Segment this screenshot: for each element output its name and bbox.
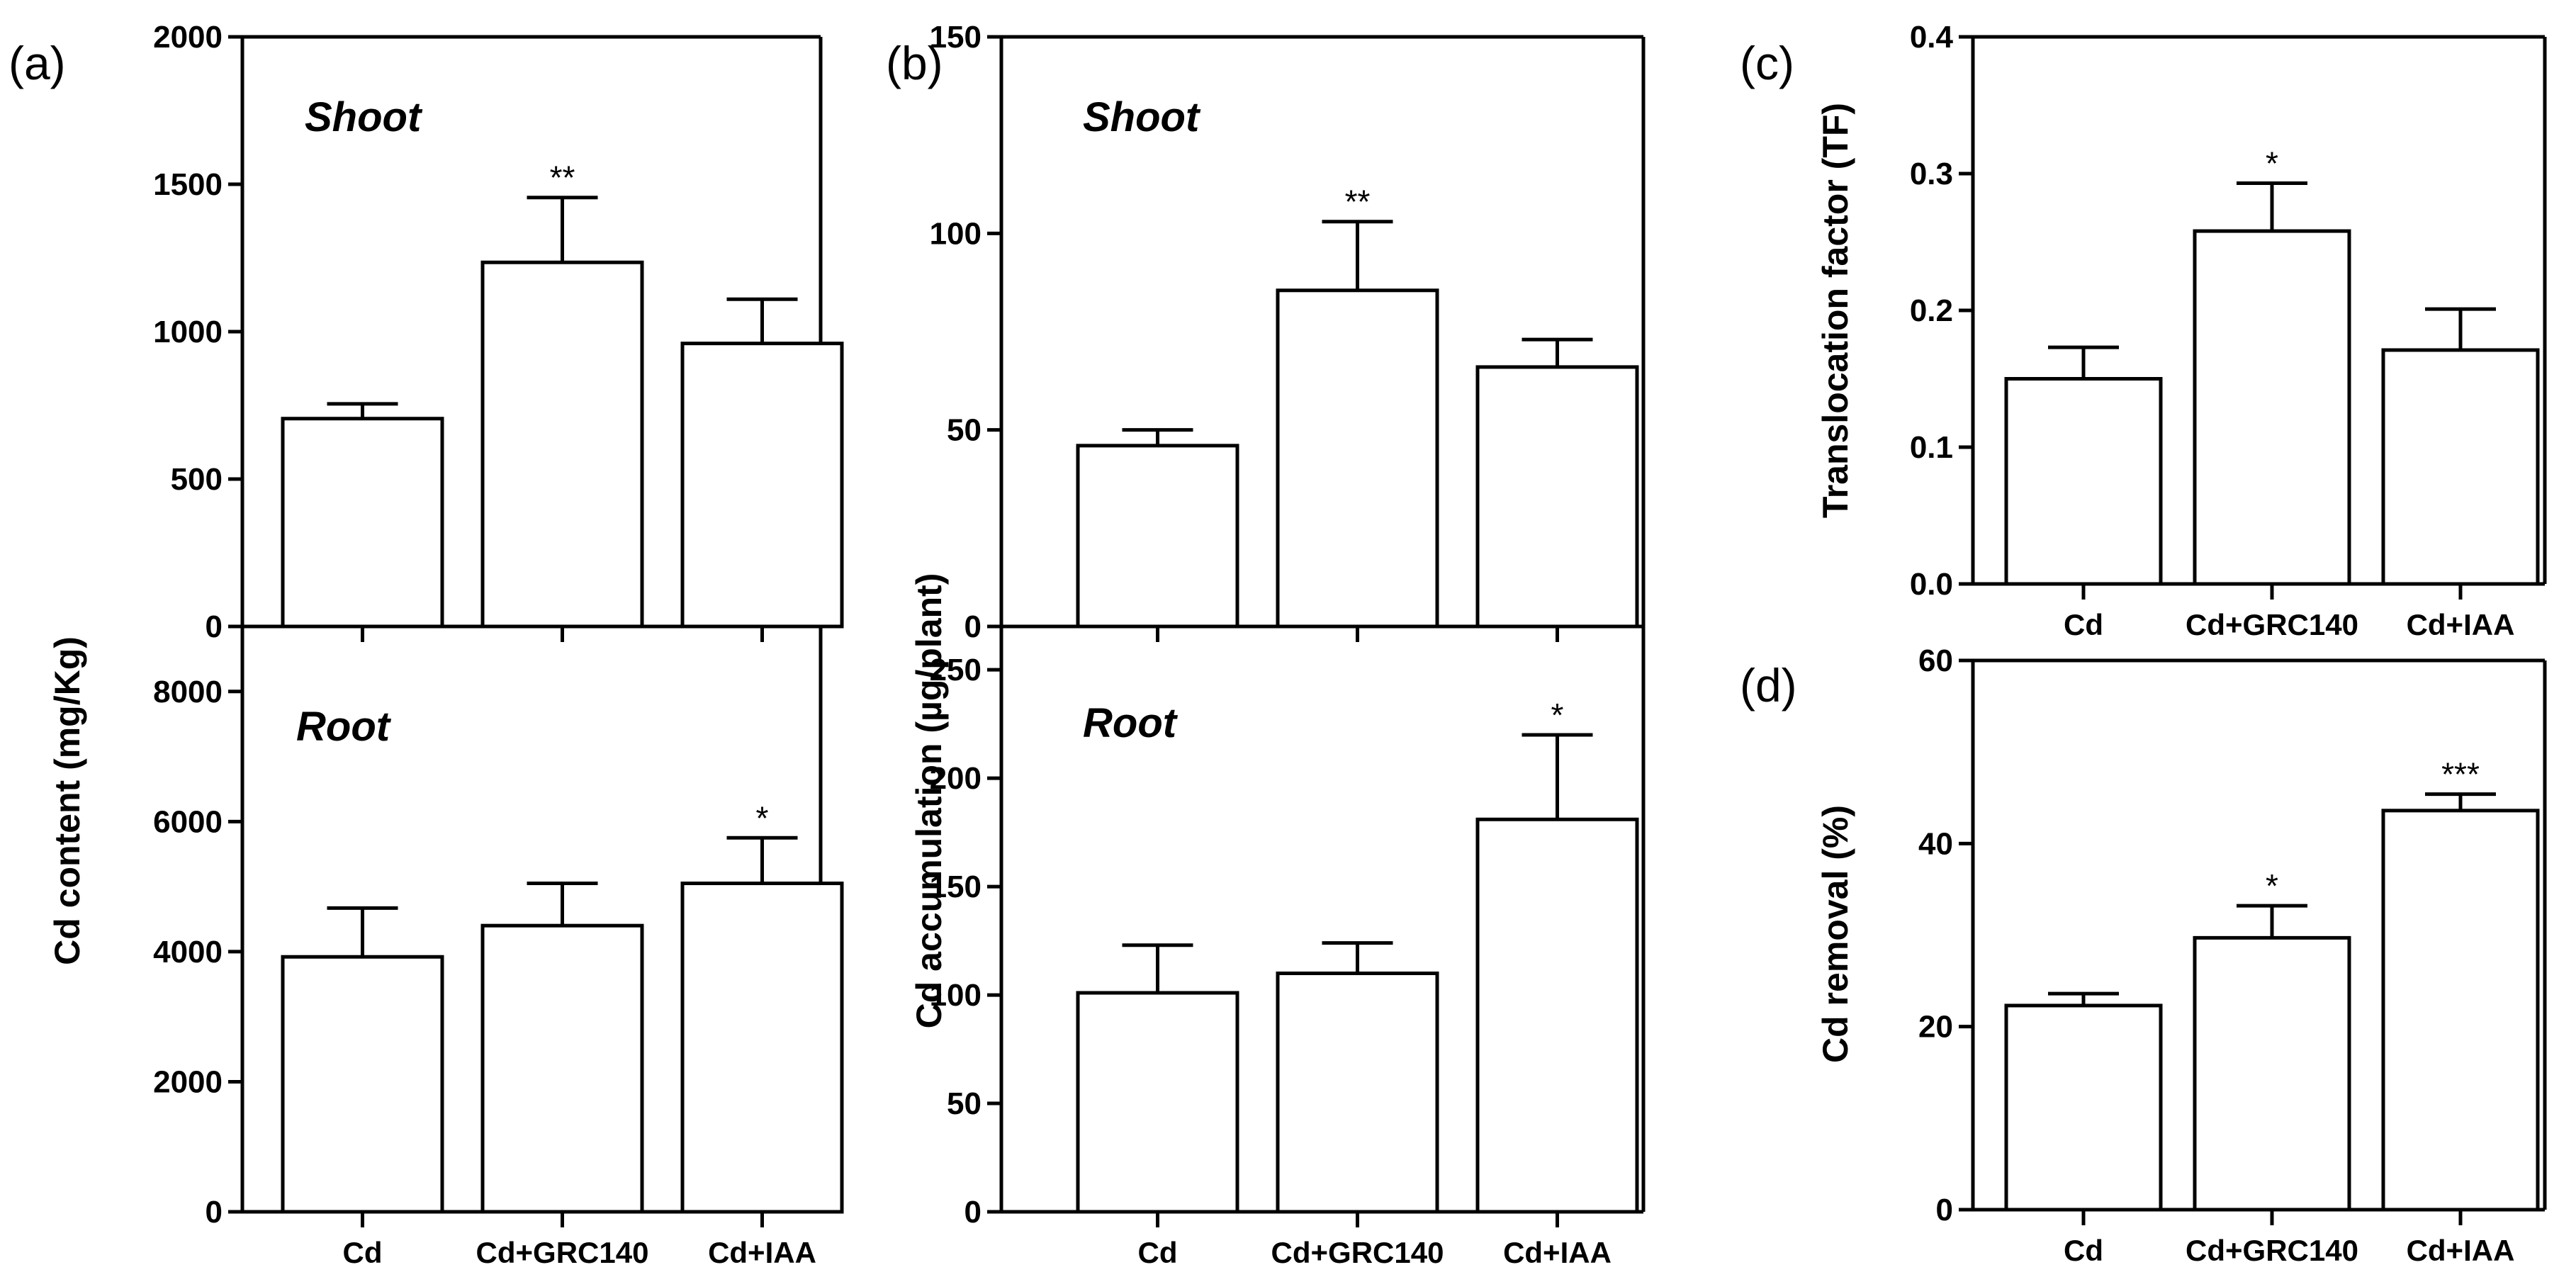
significance-marker: * <box>2266 867 2278 904</box>
y-tick-label: 50 <box>947 413 982 448</box>
y-tick-label: 2000 <box>153 1064 223 1099</box>
y-tick-label: 100 <box>930 978 982 1013</box>
y-tick-label: 0.3 <box>1910 157 1953 191</box>
y-axis-label: Cd removal (%) <box>1816 805 1855 1063</box>
y-tick-label: 20 <box>1918 1010 1953 1045</box>
y-tick-label: 150 <box>930 870 982 904</box>
y-tick-label: 0 <box>206 609 223 644</box>
panel-d: 0 20 40 60 Cd * Cd+GRC140 *** Cd+IAA (d) Cd remova… <box>1740 643 2547 1267</box>
x-tick-label: Cd+GRC140 <box>2186 608 2358 641</box>
y-tick-label: 0 <box>206 1195 223 1230</box>
y-axis-label: Cd accumulation (µg/plant) <box>909 573 949 1029</box>
x-tick-label: Cd <box>2064 1234 2103 1267</box>
panel-label: (a) <box>9 37 66 89</box>
panel-label: (d) <box>1740 659 1797 711</box>
y-tick-label: 1000 <box>153 315 223 349</box>
bar-Cd+IAA <box>2381 809 2540 1212</box>
bar-Cd <box>1076 444 1239 629</box>
bar-Cd+GRC140 <box>1276 971 1439 1214</box>
y-tick-label: 150 <box>930 20 982 55</box>
y-tick-label: 60 <box>1918 643 1953 678</box>
subplot-title: Root <box>1083 700 1179 746</box>
x-tick-label: Cd+IAA <box>708 1236 816 1269</box>
panel-a-shoot: 0 500 1000 1500 2000 ** Shoot (a) Cd content (mg… <box>9 20 844 965</box>
panel-label: (c) <box>1740 37 1794 89</box>
bar-Cd+IAA <box>1475 365 1639 629</box>
panel-a-root: 0 2000 4000 6000 8000 Cd Cd+GRC140 * Cd+IAA Root <box>153 626 844 1269</box>
bar-Cd+IAA <box>680 882 844 1214</box>
y-tick-label: 0 <box>964 609 982 644</box>
y-tick-label: 500 <box>171 462 223 497</box>
bar-Cd <box>2004 377 2163 586</box>
bar-Cd+IAA <box>1475 817 1639 1214</box>
y-tick-label: 200 <box>930 761 982 796</box>
bar-Cd <box>1076 991 1239 1214</box>
panel-b-shoot: 0 50 100 150 ** Shoot (b) Cd accumulation (µg/p… <box>886 20 1646 1029</box>
significance-marker: ** <box>1345 184 1371 220</box>
subplot-title: Shoot <box>305 94 423 140</box>
panel-c: 0.0 0.1 0.2 0.3 0.4 Cd * Cd+GRC140 Cd+IAA (c) Tran… <box>1740 20 2547 641</box>
x-tick-label: Cd+IAA <box>2407 1234 2515 1267</box>
y-tick-label: 1500 <box>153 167 223 202</box>
y-tick-label: 4000 <box>153 935 223 969</box>
y-tick-label: 50 <box>947 1086 982 1121</box>
y-tick-label: 0.2 <box>1910 293 1953 328</box>
x-tick-label: Cd+GRC140 <box>1271 1236 1444 1269</box>
significance-marker: * <box>2266 145 2278 182</box>
significance-marker: *** <box>2441 756 2480 793</box>
bar-Cd+GRC140 <box>480 923 644 1214</box>
y-axis-label: Cd content (mg/Kg) <box>47 636 87 965</box>
significance-marker: ** <box>550 159 575 196</box>
y-tick-label: 40 <box>1918 826 1953 861</box>
significance-marker: * <box>756 799 769 836</box>
subplot-title: Root <box>296 704 392 750</box>
y-tick-label: 0 <box>1936 1193 1953 1227</box>
panel-label: (b) <box>886 37 943 89</box>
y-tick-label: 250 <box>930 653 982 687</box>
y-tick-label: 0.1 <box>1910 430 1953 465</box>
bar-Cd <box>2004 1003 2163 1212</box>
bar-Cd+GRC140 <box>1276 288 1439 629</box>
subplot-title: Shoot <box>1083 94 1201 140</box>
y-axis-label: Translocation factor (TF) <box>1816 103 1855 518</box>
y-tick-label: 100 <box>930 216 982 251</box>
significance-marker: * <box>1551 697 1564 733</box>
bar-Cd <box>281 417 444 629</box>
x-tick-label: Cd+GRC140 <box>2186 1234 2358 1267</box>
panel-b-root: 0 50 100 150 200 250 Cd Cd+GRC140 * Cd+IAA Root <box>930 626 1646 1269</box>
bar-Cd <box>281 955 444 1214</box>
y-tick-label: 2000 <box>153 20 223 55</box>
y-tick-label: 0 <box>964 1195 982 1230</box>
bar-Cd+IAA <box>2381 348 2540 586</box>
y-tick-label: 0.0 <box>1910 567 1953 602</box>
bar-Cd+GRC140 <box>480 260 644 629</box>
bar-Cd+GRC140 <box>2193 935 2351 1212</box>
x-tick-label: Cd+GRC140 <box>476 1236 649 1269</box>
bar-Cd+IAA <box>680 342 844 629</box>
x-tick-label: Cd <box>1138 1236 1178 1269</box>
y-tick-label: 8000 <box>153 675 223 709</box>
y-tick-label: 6000 <box>153 804 223 839</box>
x-tick-label: Cd <box>343 1236 383 1269</box>
y-tick-label: 0.4 <box>1910 20 1954 55</box>
x-tick-label: Cd+IAA <box>1503 1236 1612 1269</box>
x-tick-label: Cd+IAA <box>2407 608 2515 641</box>
x-tick-label: Cd <box>2064 608 2103 641</box>
bar-Cd+GRC140 <box>2193 229 2351 586</box>
